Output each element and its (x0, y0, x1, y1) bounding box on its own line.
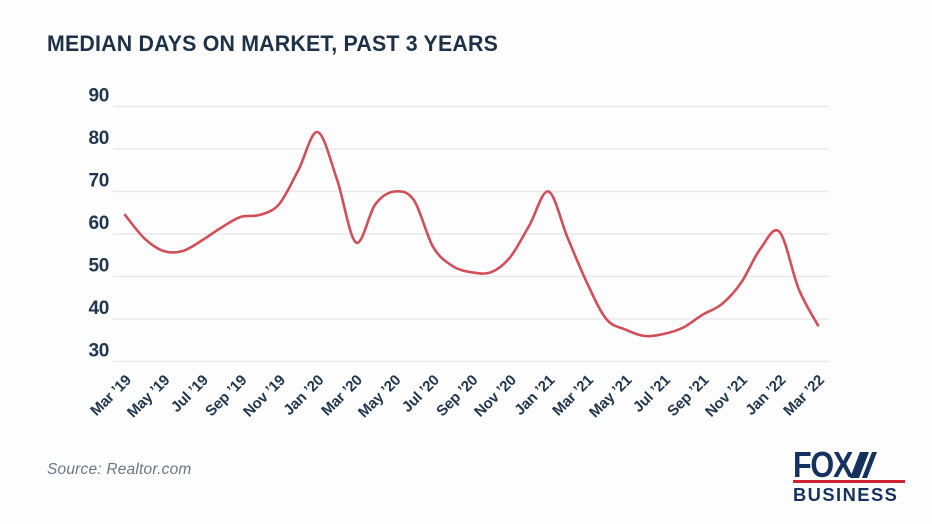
searchlight-beams-icon (849, 452, 877, 478)
y-axis-label: 90 (88, 86, 109, 107)
fox-business-logo: FOX BUSINESS (793, 444, 905, 506)
x-axis-label: Jan ’21 (511, 372, 558, 419)
logo-red-divider (793, 480, 905, 483)
y-axis-label: 80 (88, 128, 109, 149)
x-axis-label: May ’20 (355, 372, 404, 421)
business-logo-text: BUSINESS (793, 485, 899, 505)
y-axis-label: 40 (88, 298, 109, 319)
y-axis-label: 70 (88, 171, 109, 192)
y-axis-label: 60 (88, 213, 109, 234)
x-axis-label: Nov ’21 (702, 372, 751, 421)
fox-logo-text: FOX (793, 444, 853, 485)
x-axis-label: Jan ’22 (742, 372, 789, 419)
x-axis-label: Mar ’22 (780, 372, 828, 420)
y-axis-label: 30 (88, 341, 109, 362)
x-axis-label: May ’19 (124, 372, 173, 421)
median-days-line (123, 130, 820, 338)
chart-title: MEDIAN DAYS ON MARKET, PAST 3 YEARS (47, 31, 499, 56)
y-axis-label: 50 (88, 256, 109, 277)
fox-logo-row: FOX (793, 444, 905, 485)
x-axis-label: May ’21 (586, 372, 635, 421)
x-axis-label: Nov ’20 (471, 372, 520, 421)
x-axis-label: Jan ’20 (280, 372, 327, 419)
source-note: Source: Realtor.com (47, 461, 192, 478)
x-axis-label: Nov ’19 (240, 372, 289, 421)
